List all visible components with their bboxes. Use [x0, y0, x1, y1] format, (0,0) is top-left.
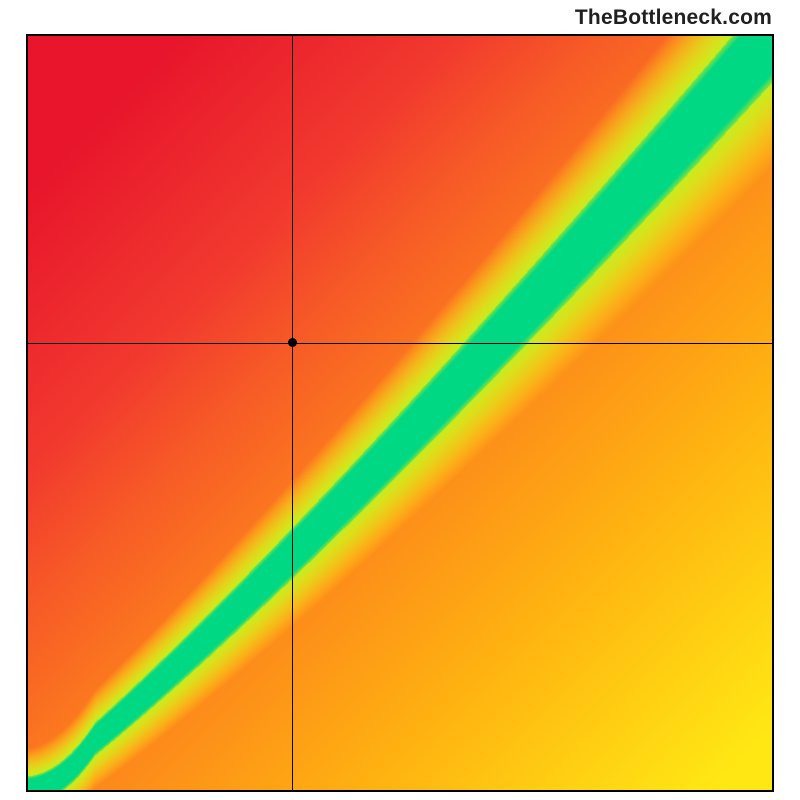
crosshair-vertical — [292, 36, 293, 790]
heatmap-frame — [26, 34, 774, 792]
crosshair-horizontal — [28, 343, 772, 344]
bottleneck-heatmap — [28, 36, 772, 790]
watermark-text: TheBottleneck.com — [575, 6, 772, 30]
